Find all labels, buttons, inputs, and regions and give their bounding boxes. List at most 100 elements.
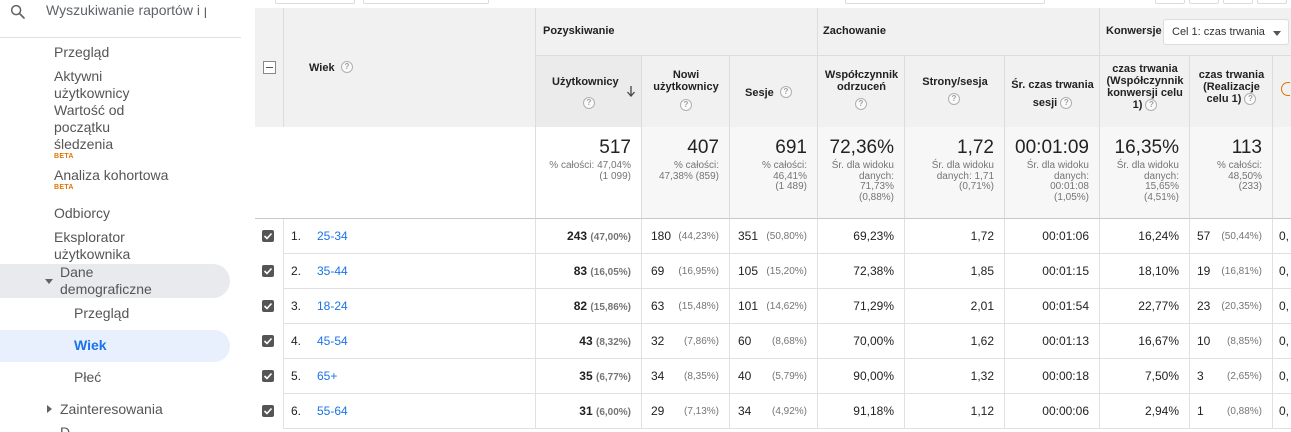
sessions-value: 351 (738, 229, 759, 243)
toolbar-button[interactable] (845, 0, 1045, 4)
new-users-cell: 34 (8,35%) (642, 359, 730, 394)
age-link[interactable]: 18-24 (317, 299, 348, 313)
pages-cell: 1,62 (905, 324, 1005, 359)
col-pages-per-session[interactable]: Strony/sesja ? (905, 56, 1005, 128)
help-icon[interactable]: ? (948, 93, 960, 105)
help-icon[interactable]: ? (341, 61, 353, 73)
col-new-users[interactable]: Nowi użytkownicy ? (642, 56, 730, 128)
toolbar-button[interactable] (363, 0, 489, 4)
bounce-value: 90,00% (853, 369, 894, 383)
row-checkbox[interactable] (262, 370, 274, 382)
completions-cell: 1 (0,88%) (1190, 394, 1273, 429)
totals-pages: 1,72 Śr. dla widoku danych: 1,71 (0,71%) (905, 127, 1005, 219)
sidebar-item-lifetime-value[interactable]: Wartość od początku śledzenia (54, 102, 154, 153)
bounce-cell: 71,29% (818, 289, 905, 324)
toolbar-button[interactable] (1189, 0, 1219, 4)
sidebar-item-user-explorer[interactable]: Eksplorator użytkownika (54, 229, 154, 263)
search-input[interactable] (46, 0, 206, 20)
col-title-line: czas trwania (1112, 63, 1178, 75)
table-row[interactable]: 1. 25-34 243 (47,00%) 180 (44,23%) 351 (50,80%… (255, 219, 1291, 254)
table-row[interactable]: 6. 55-64 31 (6,00%) 29 (7,13%) 34 (4,92%) 91,18… (255, 394, 1291, 429)
col-goal-conversion-rate[interactable]: czas trwania (Współczynnik konwersji cel… (1100, 56, 1190, 128)
col-users[interactable]: Użytkownicy ? (536, 56, 642, 128)
help-icon[interactable]: ? (1244, 93, 1257, 106)
select-all-checkbox[interactable] (263, 61, 276, 74)
totals-completions: 113 % całości: 48,50% (233) (1190, 127, 1273, 219)
new-users-value: 180 (651, 229, 672, 243)
toolbar-button[interactable] (1155, 0, 1185, 4)
sidebar-item-audiences[interactable]: Odbiorcy (54, 205, 110, 222)
totals-sub-line: Śr. dla widoku (831, 160, 894, 171)
conv-rate-cell: 16,67% (1100, 324, 1190, 359)
totals-sub-line: (233) (1238, 181, 1262, 192)
totals-sub: Śr. dla widoku danych: 1,71 (0,71%) (931, 160, 994, 193)
sessions-percent: (50,80%) (766, 231, 807, 242)
toolbar-button[interactable] (1223, 0, 1253, 4)
sidebar-item-demographics[interactable] (0, 264, 230, 298)
age-link[interactable]: 65+ (317, 369, 338, 383)
users-value: 82 (573, 299, 588, 313)
duration-cell: 00:01:13 (1005, 324, 1100, 359)
help-icon[interactable]: ? (1060, 97, 1073, 110)
pages-value: 1,32 (970, 369, 994, 383)
help-icon[interactable]: ? (583, 97, 595, 109)
row-checkbox[interactable] (262, 405, 274, 417)
totals-sub-line: % całości: (673, 160, 719, 171)
totals-sub-line: (0,71%) (958, 181, 994, 192)
table-row[interactable]: 3. 18-24 82 (15,86%) 63 (15,48%) 101 (14,62%) 7… (255, 289, 1291, 324)
totals-bounce: 72,36% Śr. dla widoku danych: 71,73% (0,… (818, 127, 905, 219)
header-dimension[interactable]: Wiek ? (284, 8, 536, 128)
users-cell: 243 (47,00%) (536, 219, 642, 254)
table-row[interactable]: 5. 65+ 35 (6,77%) 34 (8,35%) 40 (5,79%) 90,00% 1… (255, 359, 1291, 394)
row-checkbox[interactable] (262, 300, 274, 312)
completions-percent: (20,35%) (1221, 301, 1262, 312)
age-link[interactable]: 35-44 (317, 264, 348, 278)
row-checkbox[interactable] (262, 335, 274, 347)
row-checkbox[interactable] (262, 230, 274, 242)
col-sessions[interactable]: Sesje ? (730, 56, 818, 128)
totals-sub-line: Śr. dla widoku (931, 160, 994, 171)
sessions-percent: (15,20%) (766, 266, 807, 277)
table-row[interactable]: 4. 45-54 43 (8,32%) 32 (7,86%) 60 (8,68%) 70,00… (255, 324, 1291, 359)
sidebar-item-label: Zainteresowania (60, 401, 163, 417)
toolbar-button[interactable] (1257, 0, 1287, 4)
sidebar-item-interests[interactable]: Zainteresowania (60, 401, 163, 418)
completions-cell: 19 (16,81%) (1190, 254, 1273, 289)
sidebar-item-partial[interactable]: D (60, 424, 70, 432)
sidebar-subitem-gender[interactable]: Płeć (74, 369, 101, 386)
duration-cell: 00:01:54 (1005, 289, 1100, 324)
sidebar-item-cohort-analysis[interactable]: Analiza kohortowa (54, 167, 168, 184)
sidebar-item-active-users[interactable]: Aktywni użytkownicy (54, 68, 164, 102)
check-icon (263, 372, 273, 380)
col-title-line: czas trwania (1198, 69, 1265, 81)
totals-value: 16,35% (1114, 137, 1179, 158)
sidebar-subitem-overview[interactable]: Przegląd (74, 305, 129, 322)
row-select-cell (255, 359, 284, 394)
group-acquisition: Pozyskiwanie (536, 8, 818, 56)
totals-sub-line: (4,51%) (1143, 191, 1179, 203)
goal-select[interactable]: Cel 1: czas trwania (1163, 19, 1289, 45)
age-link[interactable]: 25-34 (317, 229, 348, 243)
col-avg-duration[interactable]: Śr. czas trwania sesji ? (1005, 56, 1100, 128)
table-row[interactable]: 2. 35-44 83 (16,05%) 69 (16,95%) 105 (15,20%) 7… (255, 254, 1291, 289)
new-users-percent: (44,23%) (678, 231, 719, 242)
age-link[interactable]: 45-54 (317, 334, 348, 348)
col-goal-completions[interactable]: czas trwania (Realizacje celu 1) ? (1190, 56, 1273, 128)
help-icon[interactable]: ? (855, 98, 867, 110)
search-icon[interactable] (9, 3, 27, 21)
totals-value: 72,36% (829, 137, 894, 158)
help-icon[interactable]: ? (680, 99, 692, 111)
col-bounce-rate[interactable]: Współczynnik odrzuceń ? (818, 56, 905, 128)
sidebar-item-overview[interactable]: Przegląd (54, 44, 109, 61)
toolbar-button[interactable] (275, 0, 355, 4)
help-icon[interactable]: ? (1145, 99, 1158, 112)
totals-sub-line: (1,05%) (1053, 191, 1089, 203)
row-checkbox[interactable] (262, 265, 274, 277)
bounce-cell: 90,00% (818, 359, 905, 394)
help-icon[interactable]: ? (780, 86, 792, 98)
sidebar-subitem-age[interactable] (0, 330, 230, 362)
totals-value: 407 (687, 137, 719, 158)
age-link[interactable]: 55-64 (317, 404, 348, 418)
new-users-percent: (7,13%) (683, 406, 719, 417)
sort-desc-icon[interactable] (626, 85, 636, 97)
